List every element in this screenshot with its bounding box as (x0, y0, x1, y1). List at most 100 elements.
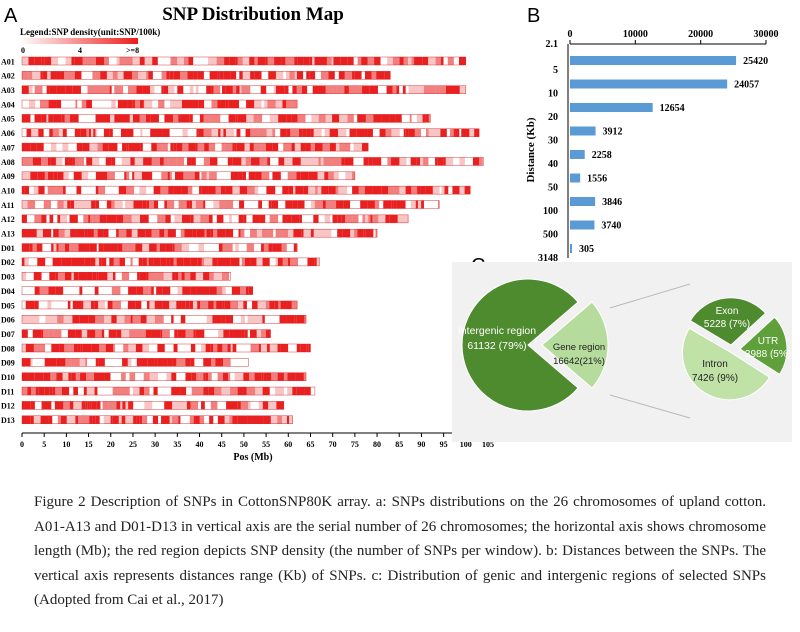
density-block (232, 329, 242, 338)
chromosome-row-d01: D01 (1, 243, 298, 253)
density-block (280, 344, 289, 352)
density-block (72, 315, 80, 324)
density-block (211, 57, 217, 65)
density-block (34, 372, 38, 381)
density-block (139, 114, 146, 123)
density-block (43, 200, 51, 209)
density-block (129, 372, 132, 381)
density-block (318, 157, 321, 166)
density-block (208, 387, 215, 396)
density-block (245, 157, 251, 166)
density-block (22, 71, 29, 80)
density-block (67, 329, 76, 338)
density-block (247, 415, 253, 424)
density-block (121, 329, 130, 338)
density-block (181, 272, 185, 281)
density-block (264, 100, 268, 109)
density-block (192, 100, 199, 109)
density-block (48, 286, 56, 295)
panel-b-distance-chart: B 0 10000 20000 30000 2.1 5 25420 10 24057 20 12… (525, 5, 779, 264)
density-block (173, 114, 179, 123)
density-block (216, 300, 223, 309)
density-block (83, 387, 87, 396)
density-block (360, 200, 368, 209)
density-block (73, 272, 79, 281)
density-block (94, 286, 99, 295)
density-block (41, 114, 47, 123)
density-block (130, 157, 135, 166)
a-tick-label: 100 (460, 440, 472, 449)
density-block (254, 100, 262, 109)
chromosome-label: D05 (1, 301, 15, 310)
chromosome-row-a11: A11 (1, 200, 440, 210)
density-block (86, 387, 95, 396)
density-block (258, 128, 267, 137)
density-block (232, 344, 237, 352)
density-block (240, 229, 245, 238)
chromosome-row-d08: D08 (1, 343, 311, 353)
density-block (95, 257, 100, 266)
density-block (150, 114, 159, 123)
density-block (230, 300, 239, 309)
density-block (313, 214, 319, 223)
density-block (79, 157, 82, 166)
density-block (127, 243, 136, 252)
density-block (213, 200, 220, 209)
density-block (96, 372, 105, 381)
density-block (282, 229, 289, 238)
density-block (332, 214, 338, 223)
density-block (248, 401, 251, 410)
density-block (280, 300, 287, 309)
density-block (317, 171, 325, 180)
density-block (217, 100, 226, 109)
density-block (31, 128, 34, 137)
a-tick-label: 50 (240, 440, 248, 449)
density-block (447, 57, 454, 65)
density-block (325, 200, 333, 209)
density-block (317, 186, 322, 195)
density-block (110, 415, 113, 424)
density-block (405, 128, 409, 137)
density-block (223, 128, 226, 137)
density-block (275, 100, 283, 109)
density-block (437, 157, 444, 166)
density-block (73, 401, 82, 410)
density-block (92, 415, 96, 424)
density-block (98, 300, 105, 309)
chromosome-row-a03: A03 (1, 85, 467, 95)
density-block (154, 200, 159, 209)
density-block (27, 200, 36, 209)
density-block (74, 157, 80, 166)
density-block (77, 344, 81, 352)
density-block (168, 85, 175, 94)
density-block (311, 114, 319, 123)
density-block (248, 286, 253, 295)
a-tick-label: 15 (85, 440, 93, 449)
density-block (479, 157, 483, 166)
density-block (120, 128, 127, 137)
density-block (201, 401, 205, 410)
legend-gradient (20, 38, 138, 44)
density-block (145, 329, 152, 338)
density-block (393, 186, 400, 195)
density-block (76, 143, 83, 152)
density-block (308, 344, 311, 352)
density-block (252, 372, 255, 381)
density-block (27, 229, 37, 238)
density-block (105, 157, 112, 166)
distance-bar-20: 20 12654 (548, 103, 685, 123)
density-block (143, 286, 149, 295)
density-block (95, 415, 100, 424)
density-block (176, 358, 183, 367)
density-block (162, 329, 170, 338)
density-block (103, 243, 110, 252)
density-block (414, 57, 423, 65)
density-block (98, 344, 106, 352)
density-block (189, 171, 195, 180)
density-block (47, 186, 55, 195)
density-block (134, 100, 140, 109)
density-block (111, 157, 116, 166)
density-block (353, 143, 363, 152)
density-block (440, 128, 447, 137)
density-block (46, 114, 49, 123)
